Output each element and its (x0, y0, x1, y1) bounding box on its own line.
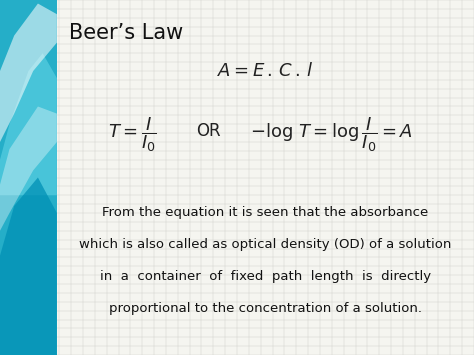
Bar (0, 0, 57, 355)
Polygon shape (0, 4, 57, 142)
Text: which is also called as optical density (OD) of a solution: which is also called as optical density … (79, 238, 452, 251)
Text: in  a  container  of  fixed  path  length  is  directly: in a container of fixed path length is d… (100, 270, 431, 283)
Polygon shape (0, 106, 57, 231)
Text: proportional to the concentration of a solution.: proportional to the concentration of a s… (109, 302, 422, 315)
Polygon shape (0, 53, 57, 195)
Text: OR: OR (196, 122, 221, 140)
Text: $T = \dfrac{I}{I_0}$: $T = \dfrac{I}{I_0}$ (108, 116, 157, 154)
Text: Beer’s Law: Beer’s Law (69, 23, 183, 43)
Polygon shape (0, 178, 57, 355)
Text: From the equation it is seen that the absorbance: From the equation it is seen that the ab… (102, 206, 428, 219)
Text: $-\log\,T = \log\dfrac{I}{I_0} = A$: $-\log\,T = \log\dfrac{I}{I_0} = A$ (250, 116, 413, 154)
Text: $A = E\,.\,C\,.\,l$: $A = E\,.\,C\,.\,l$ (217, 62, 314, 80)
